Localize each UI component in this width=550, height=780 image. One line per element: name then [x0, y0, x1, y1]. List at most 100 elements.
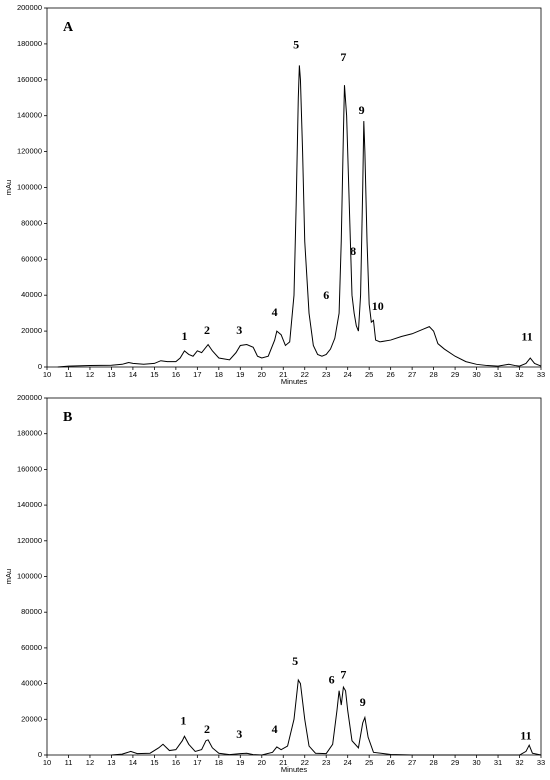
x-tick-label: 26 [386, 370, 394, 379]
x-tick-label: 23 [322, 758, 330, 767]
y-tick-label: 160000 [17, 464, 42, 473]
x-tick-label: 10 [43, 370, 51, 379]
peak-label: 11 [521, 330, 532, 344]
x-tick-label: 25 [365, 370, 373, 379]
x-tick-label: 10 [43, 758, 51, 767]
plot-frame [46, 7, 542, 368]
x-tick-label: 19 [236, 370, 244, 379]
y-axis-label: mAu [4, 569, 13, 584]
peak-label: 2 [204, 323, 210, 337]
peak-label: 5 [292, 654, 298, 668]
peak-label: 8 [350, 244, 356, 258]
x-tick-label: 27 [408, 758, 416, 767]
chromatogram-trace [57, 65, 542, 368]
x-tick-label: 25 [365, 758, 373, 767]
x-tick-label: 21 [279, 370, 287, 379]
x-tick-label: 20 [258, 758, 266, 767]
y-tick-label: 160000 [17, 75, 42, 84]
x-tick-label: 29 [451, 370, 459, 379]
y-tick-label: 200000 [17, 393, 42, 402]
peak-label: 6 [323, 288, 329, 302]
x-tick-label: 12 [86, 758, 94, 767]
x-tick-label: 30 [472, 758, 480, 767]
peak-label: 7 [340, 668, 346, 682]
x-tick-label: 11 [65, 370, 73, 379]
y-tick-label: 180000 [17, 429, 42, 438]
peak-label: 10 [372, 299, 384, 313]
x-tick-label: 16 [172, 758, 180, 767]
x-tick-label: 13 [107, 758, 115, 767]
peak-label: 3 [236, 727, 242, 741]
x-tick-label: 23 [322, 370, 330, 379]
peak-label: 4 [272, 722, 278, 736]
x-tick-label: 19 [236, 758, 244, 767]
x-axis-label: Minutes [281, 377, 308, 386]
x-tick-label: 22 [301, 758, 309, 767]
y-tick-label: 20000 [21, 326, 42, 335]
x-tick-label: 27 [408, 370, 416, 379]
x-tick-label: 20 [258, 370, 266, 379]
x-tick-label: 28 [429, 370, 437, 379]
y-tick-label: 120000 [17, 147, 42, 156]
x-tick-label: 29 [451, 758, 459, 767]
x-axis-label: Minutes [281, 765, 308, 774]
peak-label: 1 [181, 329, 187, 343]
x-tick-label: 15 [150, 758, 158, 767]
x-tick-label: 24 [344, 370, 352, 379]
y-tick-label: 60000 [21, 254, 42, 263]
x-tick-label: 32 [515, 370, 523, 379]
x-tick-label: 33 [537, 758, 545, 767]
x-tick-label: 17 [193, 370, 201, 379]
x-tick-label: 31 [494, 370, 502, 379]
x-tick-label: 16 [172, 370, 180, 379]
y-tick-label: 100000 [17, 571, 42, 580]
y-tick-label: 80000 [21, 218, 42, 227]
x-tick-label: 14 [129, 758, 137, 767]
x-tick-label: 18 [215, 758, 223, 767]
y-tick-label: 100000 [17, 182, 42, 191]
x-tick-label: 32 [515, 758, 523, 767]
peak-label: 11 [520, 729, 531, 743]
x-tick-label: 24 [344, 758, 352, 767]
peak-label: 7 [340, 50, 346, 64]
peak-label: 3 [236, 323, 242, 337]
peak-label: 2 [204, 722, 210, 736]
y-tick-label: 200000 [17, 3, 42, 12]
x-tick-label: 12 [86, 370, 94, 379]
y-tick-label: 20000 [21, 714, 42, 723]
y-tick-label: 0 [38, 362, 42, 371]
chromatogram-trace [111, 678, 542, 756]
y-tick-label: 40000 [21, 290, 42, 299]
y-tick-label: 0 [38, 750, 42, 759]
y-tick-label: 60000 [21, 643, 42, 652]
panel-label: B [63, 410, 72, 425]
x-tick-label: 33 [537, 370, 545, 379]
x-tick-label: 30 [472, 370, 480, 379]
x-tick-label: 31 [494, 758, 502, 767]
y-tick-label: 80000 [21, 607, 42, 616]
x-tick-label: 18 [215, 370, 223, 379]
peak-label: 1 [180, 714, 186, 728]
x-tick-label: 13 [107, 370, 115, 379]
x-tick-label: 28 [429, 758, 437, 767]
x-tick-label: 15 [150, 370, 158, 379]
peak-label: 6 [329, 673, 335, 687]
peak-label: 5 [293, 37, 299, 51]
y-tick-label: 120000 [17, 536, 42, 545]
panel-label: A [63, 20, 74, 35]
peak-label: 4 [272, 305, 278, 319]
x-tick-label: 14 [129, 370, 137, 379]
x-tick-label: 21 [279, 758, 287, 767]
peak-label: 9 [360, 695, 366, 709]
y-tick-label: 140000 [17, 111, 42, 120]
peak-label: 9 [359, 103, 365, 117]
x-tick-label: 17 [193, 758, 201, 767]
y-axis-label: mAu [4, 180, 13, 195]
y-tick-label: 40000 [21, 679, 42, 688]
x-tick-label: 11 [65, 758, 73, 767]
x-tick-label: 26 [386, 758, 394, 767]
y-tick-label: 180000 [17, 39, 42, 48]
plot-frame [46, 397, 542, 756]
x-tick-label: 22 [301, 370, 309, 379]
